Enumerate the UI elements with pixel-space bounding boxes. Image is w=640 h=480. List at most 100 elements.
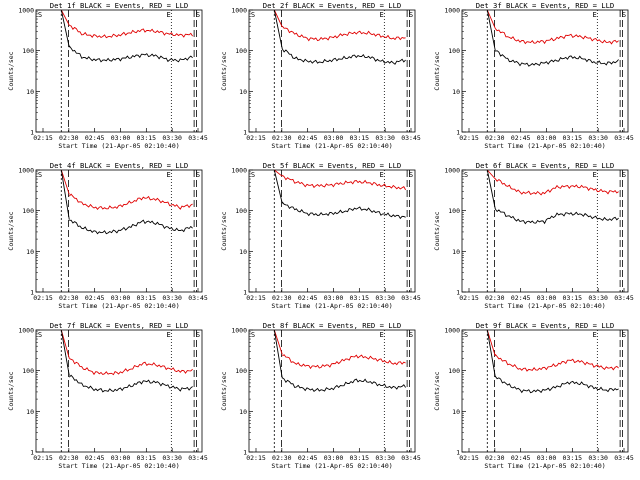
segment-marker: S	[622, 171, 626, 179]
chart-title: Det 2f BLACK = Events, RED = LLD	[263, 1, 401, 10]
series-spike-events	[486, 169, 496, 210]
chart-svg: Det 8f BLACK = Events, RED = LLD 1 10 100 10…	[220, 321, 421, 470]
series-line-events	[282, 377, 406, 393]
x-tick-label: 03:45	[614, 134, 634, 142]
x-tick-label: 02:45	[298, 454, 318, 462]
series-line-lld	[281, 25, 406, 42]
y-tick-label: 10	[239, 408, 247, 416]
x-tick-label: 02:30	[485, 294, 505, 302]
y-tick-label: 1	[30, 129, 34, 137]
y-tick-label: 100	[22, 47, 34, 55]
chart-svg: Det 4f BLACK = Events, RED = LLD 1 10 100 10…	[7, 161, 208, 310]
x-tick-label: 03:45	[188, 454, 208, 462]
series-spike-events	[486, 329, 496, 378]
x-tick-label: 03:45	[614, 454, 634, 462]
y-tick-label: 10	[452, 248, 460, 256]
series-line-lld	[282, 174, 406, 191]
segment-marker: E	[166, 11, 170, 19]
series-spike-lld	[486, 9, 496, 29]
x-tick-label: 02:30	[485, 454, 505, 462]
x-tick-label: 02:45	[298, 134, 318, 142]
plot-frame	[461, 169, 629, 293]
x-tick-label: 03:30	[588, 454, 608, 462]
chart-title: Det 9f BLACK = Events, RED = LLD	[476, 321, 614, 330]
x-tick-label: 02:15	[459, 134, 479, 142]
x-tick-label: 03:00	[111, 454, 131, 462]
x-axis-label: Start Time (21-Apr-05 02:10:40)	[271, 462, 392, 470]
chart-svg: Det 9f BLACK = Events, RED = LLD 1 10 100 10…	[433, 321, 634, 470]
series-line-lld	[494, 28, 619, 45]
x-tick-label: 02:45	[511, 294, 531, 302]
series-spike-events	[486, 9, 496, 51]
y-tick-label: 1000	[231, 7, 247, 15]
segment-marker: E	[379, 331, 383, 339]
x-tick-label: 03:15	[563, 134, 583, 142]
x-axis-label: Start Time (21-Apr-05 02:10:40)	[58, 302, 179, 310]
series-line-lld	[69, 24, 193, 39]
y-tick-label: 1000	[444, 327, 460, 335]
segment-marker: S	[622, 11, 626, 19]
x-tick-label: 03:45	[188, 294, 208, 302]
x-tick-label: 03:30	[162, 294, 182, 302]
x-axis-label: Start Time (21-Apr-05 02:10:40)	[484, 142, 605, 150]
series-spike-lld	[60, 169, 70, 195]
x-tick-label: 02:30	[272, 134, 292, 142]
x-axis-label: Start Time (21-Apr-05 02:10:40)	[271, 142, 392, 150]
segment-marker: S	[196, 171, 200, 179]
series-line-events	[68, 45, 193, 63]
segment-marker: S	[464, 11, 468, 19]
y-tick-label: 1000	[18, 7, 34, 15]
segment-marker: S	[251, 171, 255, 179]
x-tick-label: 03:30	[375, 454, 395, 462]
series-line-lld	[68, 193, 193, 211]
series-line-events	[495, 50, 619, 67]
y-tick-label: 1	[30, 289, 34, 297]
x-axis-label: Start Time (21-Apr-05 02:10:40)	[271, 302, 392, 310]
x-tick-label: 02:15	[33, 134, 53, 142]
x-tick-label: 03:45	[188, 134, 208, 142]
plot-frame	[248, 9, 416, 133]
x-tick-label: 03:45	[614, 294, 634, 302]
y-axis-label: Counts/sec	[433, 211, 441, 250]
y-axis-label: Counts/sec	[7, 211, 15, 250]
y-tick-label: 1	[456, 449, 460, 457]
y-tick-label: 1000	[231, 167, 247, 175]
x-tick-label: 03:45	[401, 294, 421, 302]
y-tick-label: 10	[239, 248, 247, 256]
x-tick-label: 03:15	[137, 134, 157, 142]
x-tick-label: 02:15	[459, 294, 479, 302]
plot-frame	[248, 169, 416, 293]
x-axis-label: Start Time (21-Apr-05 02:10:40)	[58, 462, 179, 470]
plot-frame	[461, 329, 629, 453]
y-axis-label: Counts/sec	[433, 371, 441, 410]
x-tick-label: 03:00	[537, 294, 557, 302]
x-tick-label: 02:15	[33, 294, 53, 302]
y-axis-label: Counts/sec	[433, 51, 441, 90]
y-tick-label: 10	[26, 88, 34, 96]
x-tick-label: 03:00	[537, 134, 557, 142]
x-tick-label: 03:15	[350, 454, 370, 462]
segment-marker: S	[409, 331, 413, 339]
y-tick-label: 100	[448, 207, 460, 215]
plot-frame	[248, 329, 416, 453]
x-tick-label: 03:30	[162, 134, 182, 142]
detector-panel-4: Det 4f BLACK = Events, RED = LLD 1 10 100 10…	[0, 160, 213, 320]
x-tick-label: 03:00	[111, 294, 131, 302]
series-line-events	[494, 376, 619, 394]
series-spike-lld	[273, 329, 283, 355]
y-tick-label: 1	[30, 449, 34, 457]
x-tick-label: 03:45	[401, 134, 421, 142]
x-tick-label: 02:45	[85, 294, 105, 302]
x-tick-label: 02:15	[246, 454, 266, 462]
x-tick-label: 02:30	[59, 134, 79, 142]
segment-marker: E	[592, 11, 596, 19]
segment-marker: E	[379, 11, 383, 19]
x-tick-label: 03:30	[588, 134, 608, 142]
segment-marker: E	[592, 331, 596, 339]
y-tick-label: 10	[452, 408, 460, 416]
series-spike-events	[273, 9, 283, 50]
series-line-events	[68, 374, 193, 393]
segment-marker: S	[196, 11, 200, 19]
y-tick-label: 100	[22, 367, 34, 375]
